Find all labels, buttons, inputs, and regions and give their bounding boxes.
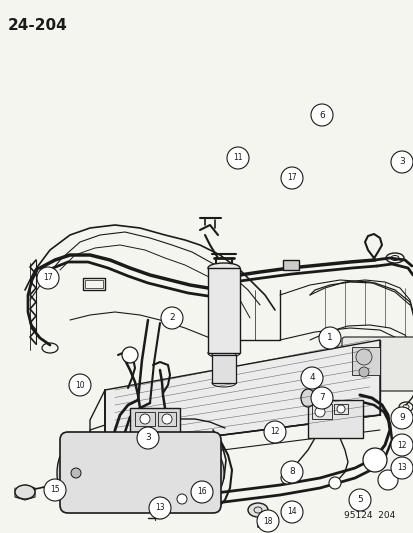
Circle shape (161, 307, 183, 329)
Polygon shape (105, 340, 379, 450)
Circle shape (314, 407, 324, 417)
Bar (333, 404, 347, 414)
Bar (130, 408, 180, 440)
Ellipse shape (207, 263, 240, 273)
Circle shape (149, 497, 171, 519)
Text: 10: 10 (75, 381, 85, 390)
Ellipse shape (247, 503, 267, 517)
Ellipse shape (207, 348, 240, 358)
Bar (85, 280, 103, 288)
Ellipse shape (300, 389, 314, 407)
Text: 3: 3 (398, 157, 404, 166)
Circle shape (318, 327, 340, 349)
Text: 11: 11 (233, 154, 242, 163)
Circle shape (390, 407, 412, 429)
Ellipse shape (57, 442, 95, 504)
Circle shape (71, 468, 81, 478)
Text: 6: 6 (318, 110, 324, 119)
Circle shape (336, 405, 344, 413)
Text: 12: 12 (396, 440, 406, 449)
Circle shape (300, 367, 322, 389)
Bar (135, 412, 154, 426)
Circle shape (390, 457, 412, 479)
FancyBboxPatch shape (60, 432, 221, 513)
Circle shape (44, 479, 66, 501)
Text: 18: 18 (263, 516, 272, 526)
Text: 1: 1 (326, 334, 332, 343)
Circle shape (226, 147, 248, 169)
Circle shape (328, 477, 340, 489)
Ellipse shape (211, 351, 235, 359)
Text: 3: 3 (145, 433, 150, 442)
Bar (211, 355, 235, 383)
Circle shape (69, 374, 91, 396)
Bar (207, 268, 240, 353)
Circle shape (161, 414, 171, 424)
Circle shape (355, 349, 371, 365)
Circle shape (358, 367, 368, 377)
Ellipse shape (202, 452, 223, 494)
Bar (158, 412, 176, 426)
Circle shape (256, 510, 278, 532)
Text: 24-204: 24-204 (8, 18, 68, 33)
Circle shape (310, 387, 332, 409)
Bar (307, 400, 362, 438)
Text: 8: 8 (288, 467, 294, 477)
Text: 5: 5 (356, 496, 362, 505)
Circle shape (280, 472, 292, 484)
Circle shape (190, 481, 212, 503)
Circle shape (377, 470, 397, 490)
Ellipse shape (68, 459, 84, 487)
Circle shape (362, 448, 386, 472)
Text: 17: 17 (43, 273, 53, 282)
Ellipse shape (146, 499, 164, 511)
Circle shape (122, 347, 138, 363)
Circle shape (177, 494, 187, 504)
Text: 15: 15 (50, 486, 59, 495)
FancyBboxPatch shape (341, 337, 413, 391)
Text: 14: 14 (287, 507, 296, 516)
Ellipse shape (15, 485, 35, 499)
Text: 17: 17 (287, 174, 296, 182)
Circle shape (280, 501, 302, 523)
Bar (175, 490, 189, 508)
Circle shape (137, 427, 159, 449)
Bar (83, 278, 105, 290)
Text: 9: 9 (398, 414, 404, 423)
Text: 16: 16 (197, 488, 206, 497)
Circle shape (37, 267, 59, 289)
Text: 7: 7 (318, 393, 324, 402)
Bar (311, 404, 331, 419)
Circle shape (348, 489, 370, 511)
Text: 4: 4 (309, 374, 314, 383)
Text: 13: 13 (396, 464, 406, 472)
Text: 95124  204: 95124 204 (344, 511, 395, 520)
Text: 2: 2 (169, 313, 174, 322)
Text: 13: 13 (155, 504, 164, 513)
Circle shape (390, 151, 412, 173)
Circle shape (280, 167, 302, 189)
Circle shape (280, 461, 302, 483)
Bar (282, 260, 298, 270)
Circle shape (390, 434, 412, 456)
Bar (351, 347, 379, 375)
Ellipse shape (211, 379, 235, 387)
Circle shape (263, 421, 285, 443)
Circle shape (310, 104, 332, 126)
Text: 12: 12 (270, 427, 279, 437)
Circle shape (140, 414, 150, 424)
